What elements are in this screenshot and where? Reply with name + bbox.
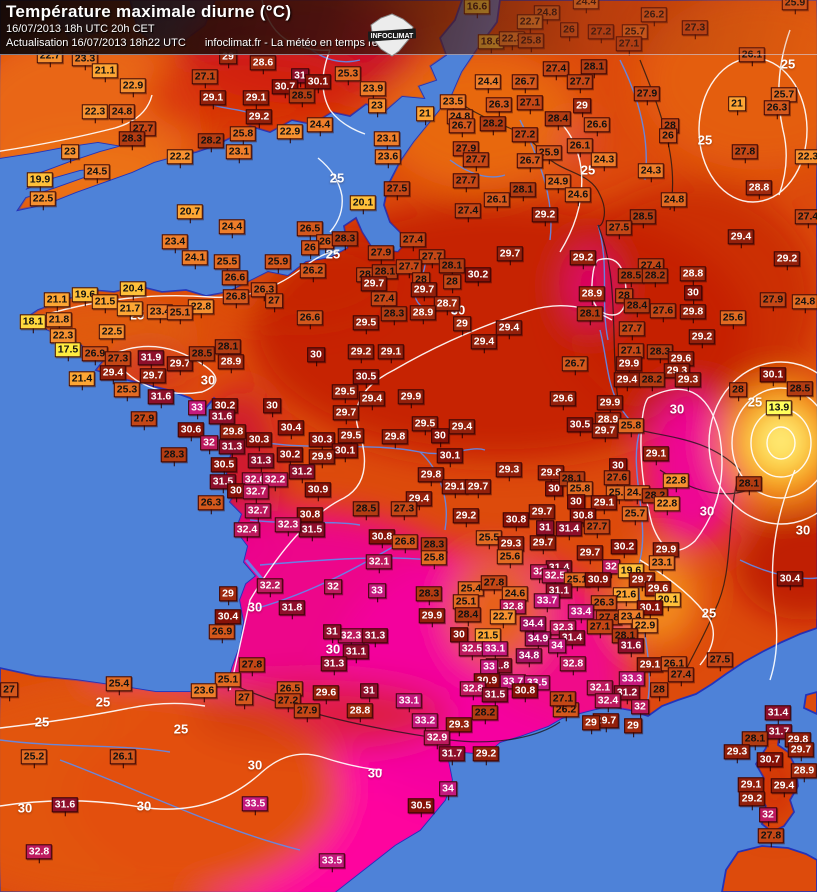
valid-time: 16/07/2013 18h UTC 20h CET bbox=[6, 23, 155, 35]
site-credit: infoclimat.fr - La météo en temps réel bbox=[204, 37, 387, 49]
update-time: Actualisation 16/07/2013 18h22 UTC bbox=[6, 37, 186, 49]
infoclimat-logo: INFOCLIMAT bbox=[367, 13, 417, 57]
page-title: Température maximale diurne (°C) bbox=[6, 2, 292, 21]
infoclimat-logo-icon: INFOCLIMAT bbox=[367, 13, 417, 57]
infoclimat-logo-text: INFOCLIMAT bbox=[371, 33, 414, 40]
update-line: Actualisation 16/07/2013 18h22 UTC infoc… bbox=[0, 35, 817, 49]
